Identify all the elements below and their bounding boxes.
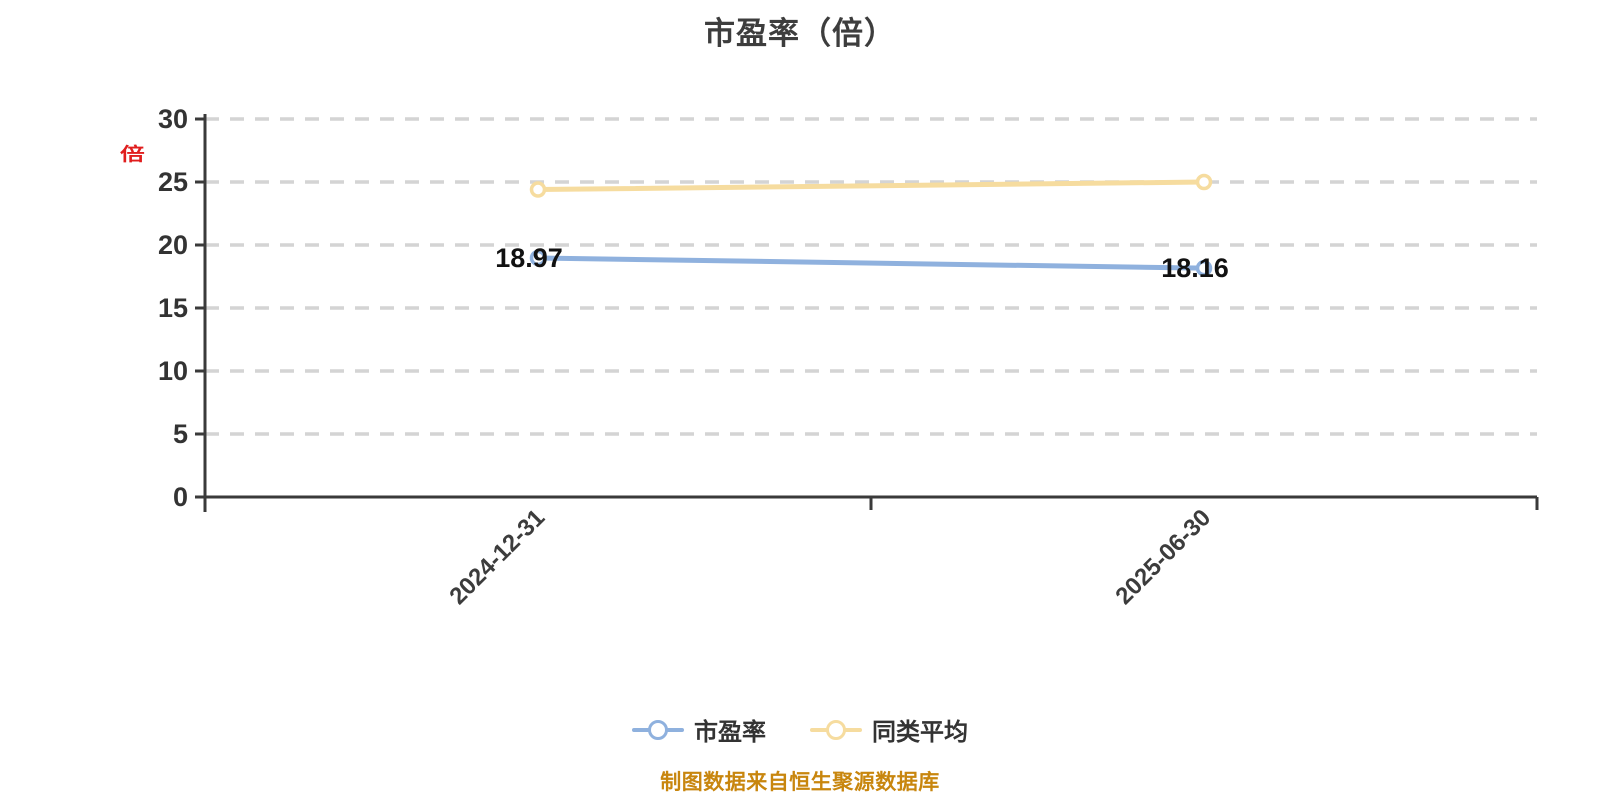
chart-title: 市盈率（倍） <box>704 16 896 51</box>
data-point-市盈率 <box>1195 259 1213 277</box>
y-axis-unit-label: 倍 <box>120 143 145 165</box>
legend-label: 同类平均 <box>872 719 968 746</box>
data-point-同类平均 <box>529 181 547 198</box>
y-axis-tick-label: 0 <box>173 482 188 512</box>
x-axis-date-label: 2025-06-30 <box>1110 504 1216 610</box>
series-line-市盈率 <box>535 255 1207 271</box>
y-axis-tick-label: 5 <box>173 419 188 449</box>
y-axis-tick-label: 20 <box>158 230 188 260</box>
y-axis-tick-label: 10 <box>158 356 188 386</box>
legend-line-circle-icon <box>632 717 684 743</box>
data-point-label: 18.97 <box>495 243 563 273</box>
legend-dot <box>648 719 668 740</box>
legend-item-市盈率[interactable]: 市盈率 <box>632 712 766 747</box>
x-axis-date-label: 2024-12-31 <box>444 504 550 610</box>
legend-dot <box>826 719 846 740</box>
pe-ratio-line-chart: 0 5 10 15 20 25 30 2024-12-31 2025-06-30 18.97 18.… <box>158 104 1539 610</box>
legend-item-同类平均[interactable]: 同类平均 <box>810 712 968 747</box>
data-point-市盈率 <box>529 249 547 267</box>
y-axis-tick-label: 15 <box>158 293 188 323</box>
series-line-同类平均 <box>535 179 1207 193</box>
data-point-同类平均 <box>1195 173 1213 191</box>
y-axis-tick-label: 30 <box>158 104 188 134</box>
legend-label: 市盈率 <box>694 719 766 746</box>
y-axis-tick-label: 25 <box>158 167 188 197</box>
data-point-label: 18.16 <box>1161 253 1229 283</box>
data-source-caption: 制图数据来自恒生聚源数据库 <box>660 771 940 794</box>
legend-line-circle-icon <box>810 717 862 743</box>
chart-legend: 市盈率 同类平均 <box>0 712 1600 747</box>
